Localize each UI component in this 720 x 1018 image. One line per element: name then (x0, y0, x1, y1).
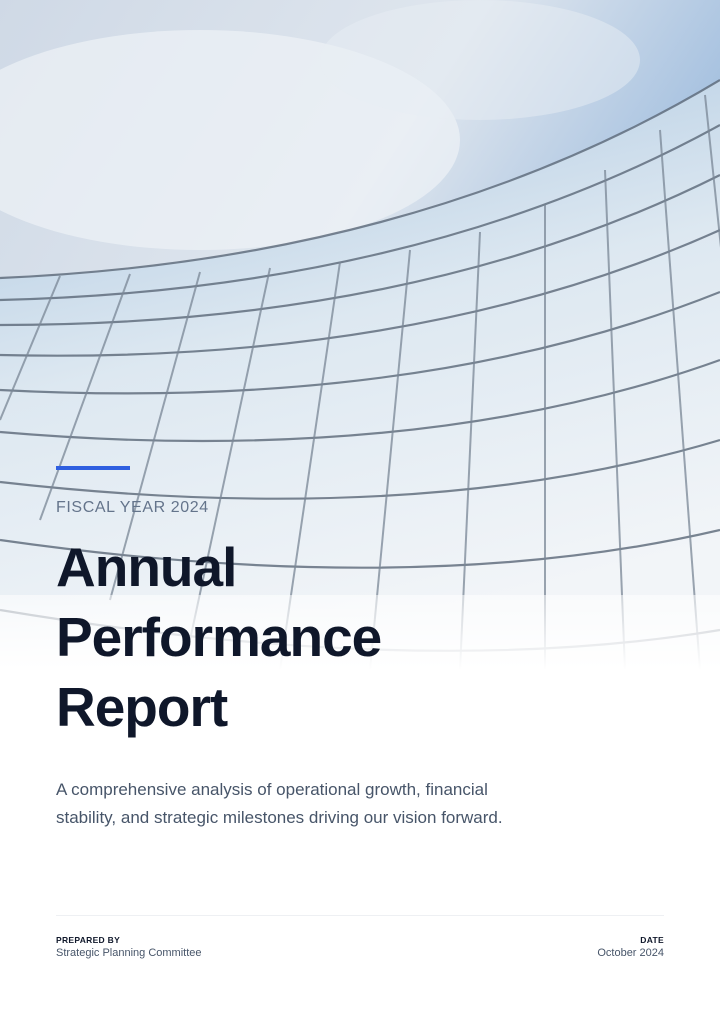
prepared-by-label: PREPARED BY (56, 935, 121, 945)
date-value: October 2024 (597, 947, 664, 959)
cover-image (0, 0, 720, 670)
title: Annual Performance Report (56, 536, 382, 738)
prepared-by-value: Strategic Planning Committee (56, 947, 202, 959)
divider (56, 915, 664, 916)
image-fade (0, 595, 720, 670)
eyebrow: FISCAL YEAR 2024 (56, 499, 209, 516)
summary: A comprehensive analysis of operational … (56, 780, 503, 827)
accent-bar (56, 466, 130, 470)
date-label: DATE (640, 935, 664, 945)
